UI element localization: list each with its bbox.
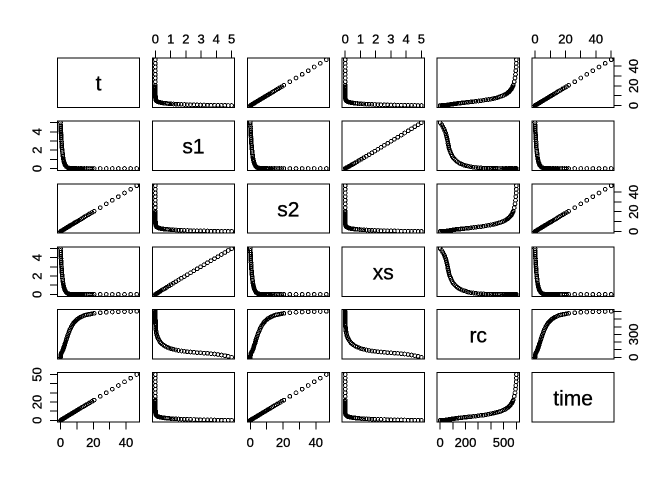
svg-text:40: 40 [626, 185, 641, 199]
svg-text:s1: s1 [182, 136, 204, 159]
svg-text:1: 1 [357, 31, 364, 46]
svg-text:40: 40 [589, 31, 603, 46]
svg-text:2: 2 [372, 31, 379, 46]
svg-text:2: 2 [182, 31, 189, 46]
svg-text:s2: s2 [277, 199, 299, 222]
svg-text:5: 5 [228, 31, 235, 46]
svg-text:40: 40 [119, 435, 133, 450]
svg-text:rc: rc [469, 324, 487, 347]
svg-text:300: 300 [626, 324, 641, 346]
svg-text:5: 5 [418, 31, 425, 46]
svg-text:500: 500 [493, 435, 515, 450]
svg-text:4: 4 [29, 254, 44, 261]
svg-text:0: 0 [29, 417, 44, 424]
svg-text:20: 20 [626, 79, 641, 93]
svg-text:4: 4 [29, 128, 44, 135]
svg-text:40: 40 [309, 435, 323, 450]
svg-text:0: 0 [626, 354, 641, 361]
svg-text:4: 4 [213, 31, 220, 46]
svg-text:0: 0 [436, 435, 443, 450]
svg-text:1: 1 [167, 31, 174, 46]
svg-text:2: 2 [29, 272, 44, 279]
svg-text:0: 0 [247, 435, 254, 450]
svg-text:2: 2 [29, 147, 44, 154]
svg-text:200: 200 [455, 435, 477, 450]
svg-text:t: t [96, 73, 102, 96]
svg-text:20: 20 [276, 435, 290, 450]
svg-text:0: 0 [626, 102, 641, 109]
svg-text:0: 0 [531, 31, 538, 46]
svg-text:20: 20 [29, 395, 44, 409]
svg-text:40: 40 [626, 59, 641, 73]
svg-text:20: 20 [86, 435, 100, 450]
svg-text:20: 20 [626, 204, 641, 218]
svg-text:50: 50 [29, 367, 44, 381]
svg-text:0: 0 [152, 31, 159, 46]
svg-text:20: 20 [558, 31, 572, 46]
svg-text:3: 3 [197, 31, 204, 46]
svg-text:0: 0 [57, 435, 64, 450]
svg-text:time: time [553, 387, 593, 410]
svg-text:0: 0 [342, 31, 349, 46]
svg-text:0: 0 [29, 291, 44, 298]
svg-text:4: 4 [402, 31, 409, 46]
svg-text:0: 0 [626, 228, 641, 235]
svg-text:xs: xs [373, 262, 394, 285]
svg-text:0: 0 [29, 165, 44, 172]
svg-text:3: 3 [387, 31, 394, 46]
